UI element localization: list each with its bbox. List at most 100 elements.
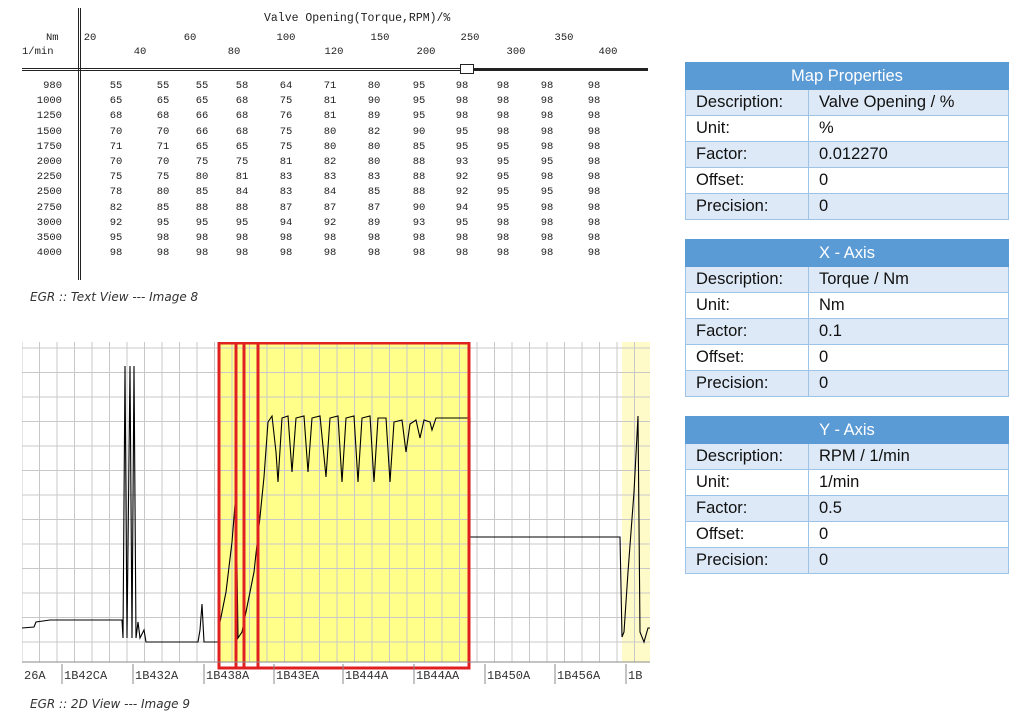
table-cell[interactable]: 71 bbox=[323, 80, 337, 92]
table-cell[interactable]: 98 bbox=[587, 201, 601, 214]
table-cell[interactable]: 98 bbox=[496, 231, 510, 244]
table-cell[interactable]: 98 bbox=[496, 247, 510, 260]
table-cell[interactable]: 98 bbox=[156, 247, 170, 260]
table-cell[interactable]: 98 bbox=[587, 95, 601, 108]
table-cell[interactable]: 98 bbox=[540, 231, 554, 244]
table-cell[interactable]: 76 bbox=[279, 110, 293, 123]
table-cell[interactable]: 98 bbox=[367, 231, 381, 244]
table-cell[interactable]: 78 bbox=[109, 186, 123, 199]
table-cell[interactable]: 98 bbox=[496, 95, 510, 108]
table-cell[interactable]: 75 bbox=[109, 171, 123, 184]
table-cell[interactable]: 81 bbox=[323, 110, 337, 123]
table-cell[interactable]: 98 bbox=[540, 247, 554, 260]
table-cell[interactable]: 85 bbox=[195, 186, 209, 199]
table-cell[interactable]: 95 bbox=[540, 186, 554, 199]
table-cell[interactable]: 85 bbox=[412, 140, 426, 153]
table-cell[interactable]: 95 bbox=[412, 80, 426, 92]
table-cell[interactable]: 98 bbox=[540, 201, 554, 214]
table-cell[interactable]: 95 bbox=[455, 140, 469, 153]
table-cell[interactable]: 71 bbox=[156, 140, 170, 153]
table-cell[interactable]: 98 bbox=[587, 231, 601, 244]
table-cell[interactable]: 66 bbox=[195, 125, 209, 138]
table-cell[interactable]: 95 bbox=[156, 216, 170, 229]
table-cell[interactable]: 80 bbox=[195, 171, 209, 184]
table-cell[interactable]: 98 bbox=[587, 155, 601, 168]
table-cell[interactable]: 94 bbox=[455, 201, 469, 214]
table-cell[interactable]: 98 bbox=[496, 125, 510, 138]
table-cell[interactable]: 64 bbox=[279, 80, 293, 92]
table-cell[interactable]: 65 bbox=[235, 140, 249, 153]
table-cell[interactable]: 98 bbox=[587, 171, 601, 184]
table-cell[interactable]: 82 bbox=[367, 125, 381, 138]
selection-box-1[interactable] bbox=[217, 342, 246, 670]
table-cell[interactable]: 95 bbox=[412, 110, 426, 123]
table-cell[interactable]: 68 bbox=[235, 95, 249, 108]
table-cell[interactable]: 70 bbox=[156, 155, 170, 168]
table-cell[interactable]: 95 bbox=[235, 216, 249, 229]
table-cell[interactable]: 98 bbox=[455, 80, 469, 92]
table-cell[interactable]: 98 bbox=[195, 247, 209, 260]
table-cell[interactable]: 98 bbox=[587, 125, 601, 138]
table-cell[interactable]: 98 bbox=[455, 247, 469, 260]
table-cell[interactable]: 98 bbox=[540, 110, 554, 123]
table-cell[interactable]: 88 bbox=[412, 186, 426, 199]
table-cell[interactable]: 89 bbox=[367, 110, 381, 123]
table-cell[interactable]: 66 bbox=[195, 110, 209, 123]
table-cell[interactable]: 85 bbox=[156, 201, 170, 214]
table-cell[interactable]: 82 bbox=[109, 201, 123, 214]
table-cell[interactable]: 75 bbox=[235, 155, 249, 168]
table-cell[interactable]: 98 bbox=[540, 216, 554, 229]
table-cell[interactable]: 98 bbox=[587, 186, 601, 199]
table-cell[interactable]: 95 bbox=[540, 155, 554, 168]
table-cell[interactable]: 90 bbox=[367, 95, 381, 108]
table-cell[interactable]: 80 bbox=[367, 155, 381, 168]
table-cell[interactable]: 98 bbox=[587, 247, 601, 260]
table-cell[interactable]: 98 bbox=[496, 110, 510, 123]
table-cell[interactable]: 65 bbox=[109, 95, 123, 108]
table-cell[interactable]: 65 bbox=[156, 95, 170, 108]
table-cell[interactable]: 98 bbox=[156, 231, 170, 244]
table-cell[interactable]: 88 bbox=[412, 155, 426, 168]
table-cell[interactable]: 87 bbox=[367, 201, 381, 214]
table-cell[interactable]: 70 bbox=[109, 155, 123, 168]
table-cell[interactable]: 65 bbox=[195, 95, 209, 108]
table-cell[interactable]: 83 bbox=[279, 171, 293, 184]
table-cell[interactable]: 98 bbox=[195, 231, 209, 244]
table-cell[interactable]: 83 bbox=[367, 171, 381, 184]
table-cell[interactable]: 98 bbox=[540, 140, 554, 153]
table-cell[interactable]: 58 bbox=[235, 80, 249, 92]
table-cell[interactable]: 68 bbox=[235, 110, 249, 123]
table-cell[interactable]: 80 bbox=[323, 140, 337, 153]
table-cell[interactable]: 90 bbox=[412, 201, 426, 214]
table-cell[interactable]: 95 bbox=[195, 216, 209, 229]
table-cell[interactable]: 95 bbox=[496, 171, 510, 184]
table-cell[interactable]: 98 bbox=[587, 140, 601, 153]
table-cell[interactable]: 68 bbox=[235, 125, 249, 138]
table-cell[interactable]: 98 bbox=[279, 231, 293, 244]
table-cell[interactable]: 98 bbox=[412, 231, 426, 244]
table-cell[interactable]: 55 bbox=[156, 80, 170, 92]
table-cell[interactable]: 95 bbox=[496, 140, 510, 153]
table-cell[interactable]: 92 bbox=[109, 216, 123, 229]
table-cell[interactable]: 98 bbox=[540, 125, 554, 138]
table-cell[interactable]: 98 bbox=[587, 110, 601, 123]
table-cell[interactable]: 98 bbox=[540, 95, 554, 108]
table-cell[interactable]: 68 bbox=[156, 110, 170, 123]
table-cell[interactable]: 95 bbox=[496, 155, 510, 168]
table-cell[interactable]: 84 bbox=[235, 186, 249, 199]
table-cell[interactable]: 80 bbox=[156, 186, 170, 199]
table-cell[interactable]: 98 bbox=[496, 216, 510, 229]
table-cell[interactable]: 81 bbox=[323, 95, 337, 108]
table-cell[interactable]: 98 bbox=[540, 171, 554, 184]
table-cell[interactable]: 71 bbox=[109, 140, 123, 153]
table-cell[interactable]: 98 bbox=[279, 247, 293, 260]
table-cell[interactable]: 95 bbox=[455, 216, 469, 229]
selection-box-3[interactable] bbox=[256, 342, 471, 670]
table-cell[interactable]: 87 bbox=[323, 201, 337, 214]
2d-view-chart[interactable]: 26A 1B42CA 1B432A 1B438A 1B43EA 1B444A 1B44AA 1… bbox=[22, 342, 650, 686]
table-cell[interactable]: 94 bbox=[279, 216, 293, 229]
table-cell[interactable]: 98 bbox=[540, 80, 554, 92]
table-cell[interactable]: 90 bbox=[412, 125, 426, 138]
table-cell[interactable]: 95 bbox=[496, 186, 510, 199]
table-cell[interactable]: 80 bbox=[367, 80, 381, 92]
